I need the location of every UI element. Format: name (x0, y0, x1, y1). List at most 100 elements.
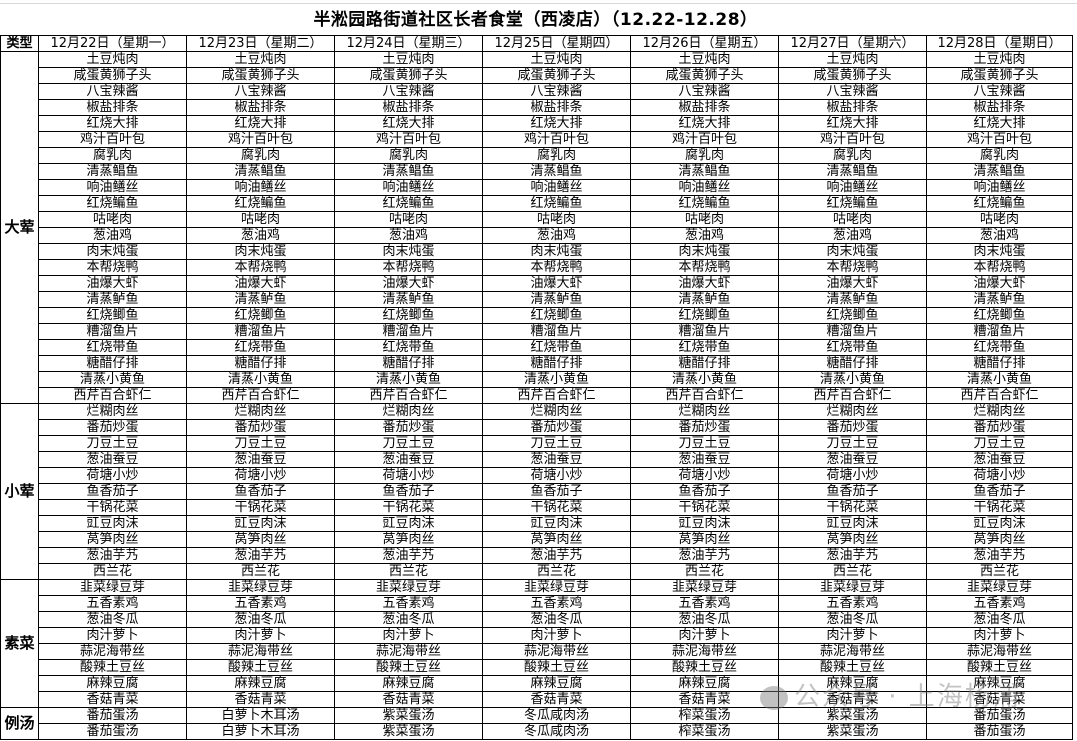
dish-cell: 葱油芋艿 (630, 547, 779, 564)
dish-cell: 荷塘小炒 (926, 467, 1073, 484)
dish-cell: 咸蛋黄狮子头 (186, 67, 335, 84)
dish-cell: 红烧鲫鱼 (778, 307, 927, 324)
menu-row: 干锅花菜 干锅花菜 干锅花菜 干锅花菜 干锅花菜 干锅花菜 干锅花菜 (1, 499, 1073, 516)
menu-row: 油爆大虾 油爆大虾 油爆大虾 油爆大虾 油爆大虾 油爆大虾 油爆大虾 (1, 275, 1073, 292)
menu-row: 红烧鲫鱼 红烧鲫鱼 红烧鲫鱼 红烧鲫鱼 红烧鲫鱼 红烧鲫鱼 红烧鲫鱼 (1, 307, 1073, 324)
dish-cell: 葱油蚕豆 (778, 451, 927, 468)
category-label: 小荤 (0, 403, 39, 580)
dish-cell: 糖醋仔排 (38, 355, 187, 372)
dish-cell: 红烧鳊鱼 (926, 195, 1073, 212)
menu-row: 番茄蛋汤 白萝卜木耳汤 紫菜蛋汤 冬瓜咸肉汤 榨菜蛋汤 紫菜蛋汤 番茄蛋汤 (1, 723, 1073, 740)
dish-cell: 莴笋肉丝 (38, 531, 187, 548)
dish-cell: 清蒸鲳鱼 (778, 163, 927, 180)
dish-cell: 烂糊肉丝 (186, 403, 335, 420)
dish-cell: 清蒸小黄鱼 (482, 371, 631, 388)
dish-cell: 鸡汁百叶包 (38, 131, 187, 148)
dish-cell: 豇豆肉沫 (38, 515, 187, 532)
dish-cell: 油爆大虾 (38, 275, 187, 292)
dish-cell: 莴笋肉丝 (186, 531, 335, 548)
dish-cell: 酸辣土豆丝 (482, 659, 631, 676)
dish-cell: 豇豆肉沫 (482, 515, 631, 532)
day-header: 12月25日（星期四） (482, 35, 631, 52)
dish-cell: 韭菜绿豆芽 (482, 579, 631, 596)
menu-row: 葱油冬瓜 葱油冬瓜 葱油冬瓜 葱油冬瓜 葱油冬瓜 葱油冬瓜 葱油冬瓜 (1, 611, 1073, 628)
dish-cell: 蒜泥海带丝 (186, 643, 335, 660)
dish-cell: 番茄蛋汤 (926, 723, 1073, 740)
dish-cell: 清蒸鲳鱼 (334, 163, 483, 180)
dish-cell: 腐乳肉 (926, 147, 1073, 164)
dish-cell: 烂糊肉丝 (778, 403, 927, 420)
dish-cell: 糖醋仔排 (778, 355, 927, 372)
dish-cell: 椒盐排条 (778, 99, 927, 116)
dish-cell: 本帮烧鸭 (630, 259, 779, 276)
dish-cell: 番茄蛋汤 (38, 707, 187, 724)
dish-cell: 麻辣豆腐 (630, 675, 779, 692)
dish-cell: 糟溜鱼片 (778, 323, 927, 340)
dish-cell: 葱油芋艿 (38, 547, 187, 564)
dish-cell: 刀豆土豆 (334, 435, 483, 452)
dish-cell: 红烧鳊鱼 (38, 195, 187, 212)
dish-cell: 刀豆土豆 (926, 435, 1073, 452)
dish-cell: 榨菜蛋汤 (630, 707, 779, 724)
dish-cell: 荷塘小炒 (38, 467, 187, 484)
dish-cell: 糖醋仔排 (334, 355, 483, 372)
dish-cell: 西芹百合虾仁 (778, 387, 927, 404)
dish-cell: 刀豆土豆 (630, 435, 779, 452)
dish-cell: 烂糊肉丝 (926, 403, 1073, 420)
dish-cell: 干锅花菜 (334, 499, 483, 516)
dish-cell: 西兰花 (186, 563, 335, 580)
dish-cell: 红烧鳊鱼 (186, 195, 335, 212)
dish-cell: 咕咾肉 (778, 211, 927, 228)
menu-row: 荷塘小炒 荷塘小炒 荷塘小炒 荷塘小炒 荷塘小炒 荷塘小炒 荷塘小炒 (1, 467, 1073, 484)
dish-cell: 香菇青菜 (778, 691, 927, 708)
dish-cell: 鱼香茄子 (186, 483, 335, 500)
dish-cell: 西芹百合虾仁 (926, 387, 1073, 404)
dish-cell: 椒盐排条 (926, 99, 1073, 116)
dish-cell: 肉汁萝卜 (630, 627, 779, 644)
menu-row: 莴笋肉丝 莴笋肉丝 莴笋肉丝 莴笋肉丝 莴笋肉丝 莴笋肉丝 莴笋肉丝 (1, 531, 1073, 548)
dish-cell: 土豆炖肉 (334, 51, 483, 68)
dish-cell: 冬瓜咸肉汤 (482, 707, 631, 724)
dish-cell: 响油鳝丝 (630, 179, 779, 196)
dish-cell: 红烧鳊鱼 (778, 195, 927, 212)
dish-cell: 咸蛋黄狮子头 (482, 67, 631, 84)
dish-cell: 葱油鸡 (38, 227, 187, 244)
dish-cell: 清蒸鲳鱼 (482, 163, 631, 180)
dish-cell: 香菇青菜 (38, 691, 187, 708)
dish-cell: 五香素鸡 (482, 595, 631, 612)
dish-cell: 葱油蚕豆 (926, 451, 1073, 468)
dish-cell: 鸡汁百叶包 (186, 131, 335, 148)
dish-cell: 响油鳝丝 (38, 179, 187, 196)
dish-cell: 五香素鸡 (778, 595, 927, 612)
dish-cell: 咸蛋黄狮子头 (38, 67, 187, 84)
dish-cell: 肉汁萝卜 (334, 627, 483, 644)
dish-cell: 葱油蚕豆 (630, 451, 779, 468)
dish-cell: 五香素鸡 (334, 595, 483, 612)
dish-cell: 糟溜鱼片 (186, 323, 335, 340)
dish-cell: 葱油芋艿 (334, 547, 483, 564)
dish-cell: 红烧鳊鱼 (482, 195, 631, 212)
dish-cell: 咕咾肉 (630, 211, 779, 228)
dish-cell: 刀豆土豆 (482, 435, 631, 452)
dish-cell: 香菇青菜 (334, 691, 483, 708)
dish-cell: 红烧鲫鱼 (482, 307, 631, 324)
dish-cell: 咸蛋黄狮子头 (630, 67, 779, 84)
dish-cell: 清蒸鲈鱼 (186, 291, 335, 308)
dish-cell: 香菇青菜 (482, 691, 631, 708)
dish-cell: 西芹百合虾仁 (482, 387, 631, 404)
dish-cell: 八宝辣酱 (778, 83, 927, 100)
dish-cell: 咕咾肉 (334, 211, 483, 228)
dish-cell: 咕咾肉 (482, 211, 631, 228)
dish-cell: 清蒸鲳鱼 (186, 163, 335, 180)
dish-cell: 鱼香茄子 (630, 483, 779, 500)
dish-cell: 八宝辣酱 (630, 83, 779, 100)
menu-row: 素菜 韭菜绿豆芽 韭菜绿豆芽 韭菜绿豆芽 韭菜绿豆芽 韭菜绿豆芽 韭菜绿豆芽 韭菜绿豆芽 (0, 579, 1073, 708)
menu-row: 豇豆肉沫 豇豆肉沫 豇豆肉沫 豇豆肉沫 豇豆肉沫 豇豆肉沫 豇豆肉沫 (1, 515, 1073, 532)
dish-cell: 莴笋肉丝 (778, 531, 927, 548)
dish-cell: 五香素鸡 (38, 595, 187, 612)
dish-cell: 红烧大排 (926, 115, 1073, 132)
dish-cell: 糖醋仔排 (482, 355, 631, 372)
dish-cell: 葱油鸡 (926, 227, 1073, 244)
dish-cell: 清蒸小黄鱼 (926, 371, 1073, 388)
dish-cell: 土豆炖肉 (778, 51, 927, 68)
